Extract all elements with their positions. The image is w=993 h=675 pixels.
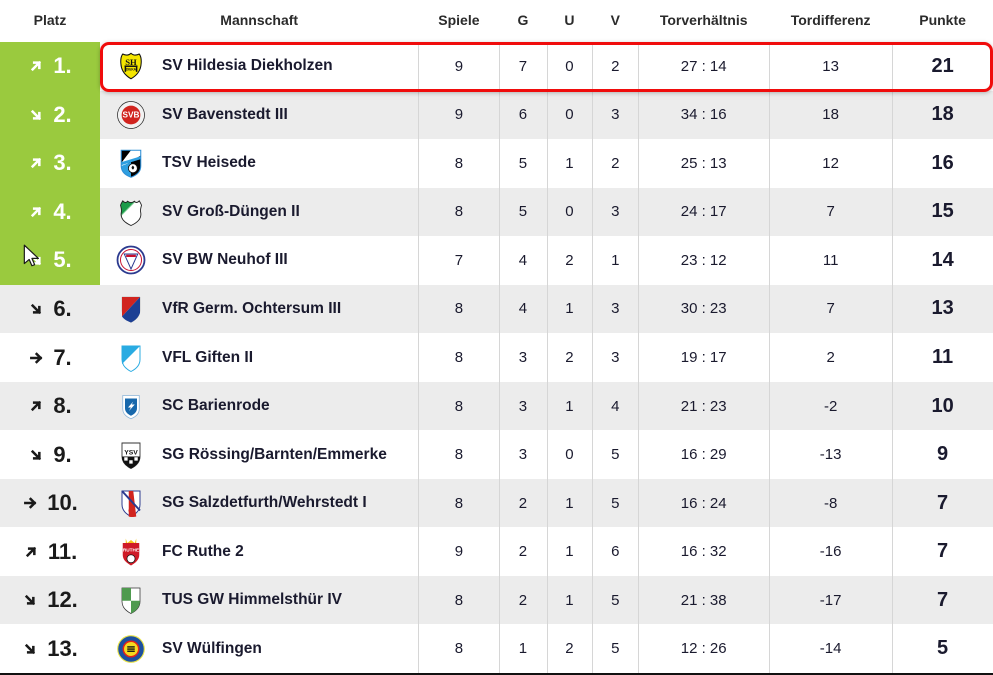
svg-text:SVB: SVB [123, 110, 140, 119]
svg-text:SH: SH [125, 57, 137, 67]
svg-text:RUTHE: RUTHE [123, 547, 139, 553]
svg-text:DIEKA: DIEKA [126, 68, 137, 72]
svg-text:YSV: YSV [124, 449, 138, 456]
